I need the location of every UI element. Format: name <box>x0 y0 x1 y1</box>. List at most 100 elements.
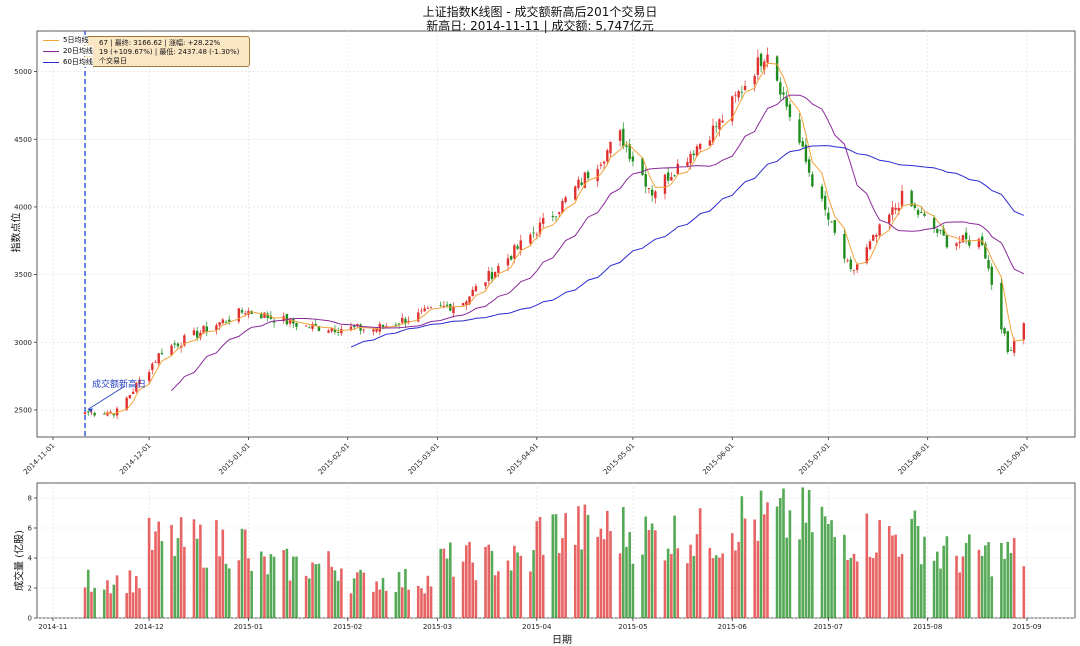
volume-bar <box>336 580 340 618</box>
candle-body <box>628 144 631 160</box>
volume-bar <box>314 564 318 618</box>
volume-bar <box>541 554 545 618</box>
candle-body <box>497 265 500 273</box>
volume-bar <box>160 541 164 618</box>
candle-body <box>766 54 769 63</box>
candle-body <box>509 256 513 260</box>
volume-bar <box>759 490 763 618</box>
volume-bar <box>798 539 801 618</box>
volume-bar <box>269 554 273 618</box>
candle-body <box>513 245 516 259</box>
candle-body <box>830 221 833 223</box>
candle-body <box>333 329 337 333</box>
volume-bar <box>730 533 734 618</box>
ma20-line <box>171 94 1025 391</box>
volume-bar <box>695 534 699 618</box>
candle-body <box>551 215 555 218</box>
volume-bar <box>686 563 689 618</box>
volume-bar <box>266 574 269 618</box>
volume-bar <box>400 587 404 618</box>
candle-body <box>692 153 695 156</box>
volume-bar <box>240 528 244 618</box>
volume-bar <box>573 544 577 618</box>
volume-bar <box>939 568 942 618</box>
stats-line-2: 19 (+109.67%) | 最低: 2437.48 (-1.30%) <box>99 48 240 56</box>
candle-body <box>1003 328 1006 334</box>
volume-bar <box>352 578 356 618</box>
volume-bar <box>429 586 433 618</box>
price-y-tick-label: 3500 <box>14 271 32 279</box>
annotation-arrow <box>87 385 126 410</box>
candle-body <box>202 325 205 334</box>
volume-bar <box>945 536 949 618</box>
candle-body <box>535 234 538 236</box>
candle-body <box>846 260 849 262</box>
volume-bar <box>807 489 811 618</box>
candle-body <box>891 207 894 215</box>
volume-bar <box>157 521 161 618</box>
stats-line-1: 67 | 最终: 3166.62 | 涨幅: +28.22% <box>99 39 221 47</box>
volume-x-tick-label: 2015-05 <box>618 623 647 631</box>
candle-body <box>160 352 164 355</box>
candle-body <box>490 272 494 280</box>
candle-body <box>711 125 715 143</box>
volume-bar <box>497 571 500 618</box>
candle-body <box>596 168 599 182</box>
volume-bar <box>461 561 465 618</box>
candle-body <box>506 258 510 266</box>
volume-bar <box>474 580 478 618</box>
candle-body <box>936 228 939 233</box>
candle-body <box>740 91 744 93</box>
candle-body <box>199 332 202 338</box>
volume-bar <box>932 560 936 618</box>
volume-bar <box>580 549 583 618</box>
candle-body <box>218 322 221 326</box>
candle-body <box>759 53 763 67</box>
volume-bar <box>397 572 401 618</box>
candle-body <box>244 313 247 315</box>
price-x-tick-label: 2015-06-01 <box>701 442 735 476</box>
volume-bar <box>506 560 510 618</box>
candle-body <box>731 96 734 122</box>
candle-body <box>964 232 968 240</box>
candle-body <box>554 216 558 218</box>
candle-body <box>872 235 875 241</box>
volume-bar <box>416 585 420 618</box>
candle-body <box>910 190 913 207</box>
candle-body <box>538 222 542 234</box>
candle-body <box>987 260 990 269</box>
volume-bar <box>109 593 112 618</box>
volume-bar <box>891 535 894 618</box>
volume-bar <box>176 538 180 618</box>
price-x-tick-label: 2015-02-01 <box>317 442 351 476</box>
volume-bar <box>868 556 872 618</box>
volume-bar <box>532 550 535 618</box>
candle-body <box>644 174 647 187</box>
volume-bar <box>631 563 635 618</box>
volume-bar <box>897 556 901 618</box>
candle-body <box>314 323 317 326</box>
candle-body <box>423 308 426 312</box>
volume-bar <box>846 559 849 618</box>
volume-bar <box>538 516 542 618</box>
candle-body <box>968 239 971 246</box>
volume-bar <box>714 555 718 618</box>
candle-body <box>1022 323 1025 340</box>
price-axis-label: 指数点位 <box>11 212 23 253</box>
candle-body <box>128 395 132 399</box>
volume-bar <box>356 572 359 618</box>
candle-body <box>484 282 487 287</box>
ma60-line <box>350 145 1024 348</box>
candle-body <box>282 316 285 321</box>
annotation-label: 成交额新高日 <box>92 380 147 390</box>
volume-bar <box>804 522 808 618</box>
candle-body <box>192 330 196 336</box>
candle-body <box>375 329 378 332</box>
chart-subtitle: 新高日: 2014-11-11 | 成交额: 5,747亿元 <box>426 19 654 33</box>
volume-bar <box>372 591 375 618</box>
volume-x-tick-label: 2015-07 <box>814 623 843 631</box>
volume-bar <box>151 549 154 618</box>
candle-body <box>990 266 993 285</box>
volume-bar <box>93 587 96 618</box>
candle-body <box>756 57 760 75</box>
